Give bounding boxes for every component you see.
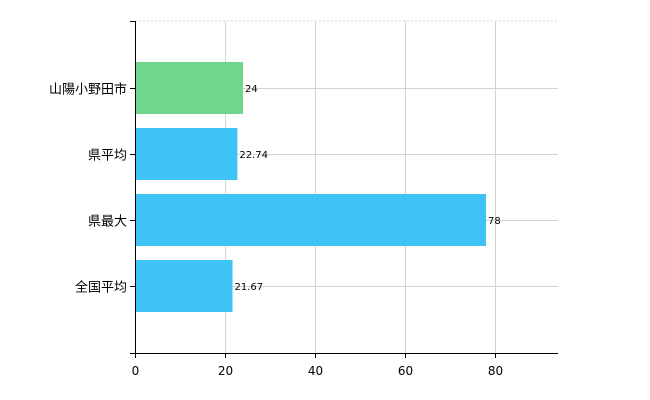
- bar: [136, 128, 238, 180]
- data-label: 78: [488, 216, 501, 227]
- bar: [136, 62, 243, 114]
- data-label: 21.67: [235, 282, 264, 293]
- category-label: 県最大: [88, 215, 127, 230]
- bar: [136, 194, 486, 246]
- x-tick-label: 80: [488, 364, 503, 378]
- bars: [136, 62, 486, 312]
- bar: [136, 260, 233, 312]
- x-tick-label: 60: [398, 364, 413, 378]
- category-label: 県平均: [88, 149, 127, 164]
- category-label: 山陽小野田市: [49, 82, 127, 98]
- x-tick-label: 40: [308, 364, 323, 378]
- x-tick-label: 0: [132, 364, 140, 378]
- axes: [130, 21, 558, 358]
- category-label: 全国平均: [75, 280, 127, 296]
- data-label: 22.74: [239, 150, 268, 161]
- x-tick-label: 20: [218, 364, 233, 378]
- data-label: 24: [245, 84, 258, 95]
